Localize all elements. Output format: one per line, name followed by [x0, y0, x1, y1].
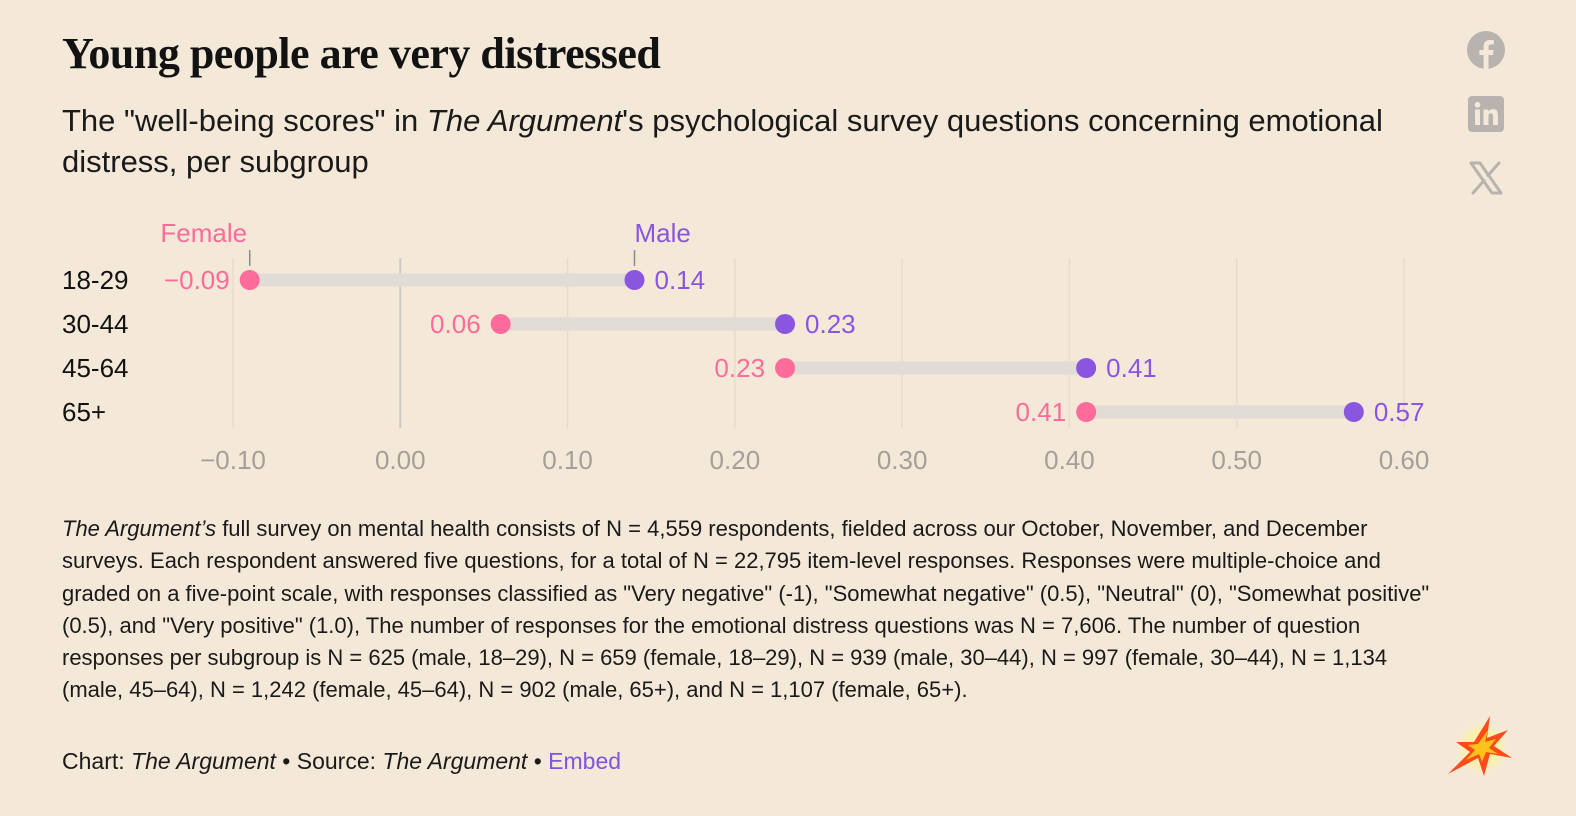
- chart-credit: Chart: The Argument • Source: The Argume…: [62, 745, 621, 777]
- female-value-label: −0.09: [164, 265, 230, 295]
- legend-female-label: Female: [160, 218, 247, 248]
- x-icon: [1468, 160, 1504, 196]
- x-tick-label: 0.60: [1379, 445, 1430, 475]
- male-dot: [624, 270, 644, 290]
- dumbbell-chart: 18-29 30-44 45-64 65+ −0.09 0.14 0.06 0.23 0.23…: [0, 210, 1576, 480]
- female-dot: [240, 270, 260, 290]
- publication-logo[interactable]: [1440, 712, 1516, 793]
- notes-publication: The Argument’s: [62, 516, 216, 541]
- embed-link[interactable]: Embed: [548, 748, 621, 774]
- male-value-label: 0.23: [805, 309, 856, 339]
- x-tick-label: 0.40: [1044, 445, 1095, 475]
- notes-text: full survey on mental health consists of…: [62, 516, 1429, 702]
- row-label: 45-64: [62, 353, 129, 383]
- row-label: 65+: [62, 397, 106, 427]
- credit-chart-prefix: Chart:: [62, 748, 131, 774]
- female-dot: [775, 358, 795, 378]
- facebook-icon: [1467, 31, 1505, 69]
- legend-male-label: Male: [634, 218, 690, 248]
- burst-logo-icon: [1440, 712, 1516, 788]
- female-dot: [491, 314, 511, 334]
- x-tick-label: 0.50: [1211, 445, 1262, 475]
- chart-title: Young people are very distressed: [62, 26, 660, 82]
- credit-source-name: The Argument: [382, 748, 527, 774]
- female-value-label: 0.23: [714, 353, 765, 383]
- x-tick-label: 0.20: [710, 445, 761, 475]
- linkedin-icon: [1468, 96, 1504, 132]
- male-dot: [1076, 358, 1096, 378]
- x-tick-label: 0.00: [375, 445, 426, 475]
- male-dot: [1344, 402, 1364, 422]
- female-value-label: 0.06: [430, 309, 481, 339]
- credit-source-prefix: • Source:: [276, 748, 383, 774]
- subtitle-text-before: The "well-being scores" in: [62, 103, 427, 138]
- share-facebook-button[interactable]: [1466, 30, 1506, 70]
- female-dot: [1076, 402, 1096, 422]
- row-label: 18-29: [62, 265, 129, 295]
- male-value-label: 0.14: [654, 265, 705, 295]
- male-dot: [775, 314, 795, 334]
- x-tick-label: 0.10: [542, 445, 593, 475]
- male-value-label: 0.57: [1374, 397, 1425, 427]
- share-x-button[interactable]: [1466, 158, 1506, 198]
- credit-separator: •: [527, 748, 548, 774]
- credit-chart-name: The Argument: [131, 748, 276, 774]
- row-label: 30-44: [62, 309, 129, 339]
- subtitle-publication: The Argument: [427, 103, 622, 138]
- methodology-note: The Argument’s full survey on mental hea…: [62, 513, 1452, 707]
- share-linkedin-button[interactable]: [1466, 94, 1506, 134]
- female-value-label: 0.41: [1016, 397, 1067, 427]
- x-tick-label: 0.30: [877, 445, 928, 475]
- male-value-label: 0.41: [1106, 353, 1157, 383]
- x-tick-label: −0.10: [200, 445, 266, 475]
- chart-subtitle: The "well-being scores" in The Argument'…: [62, 100, 1452, 182]
